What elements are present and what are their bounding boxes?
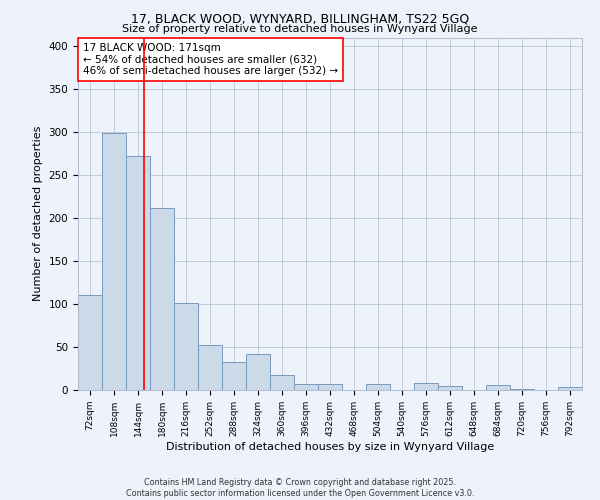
X-axis label: Distribution of detached houses by size in Wynyard Village: Distribution of detached houses by size … bbox=[166, 442, 494, 452]
Bar bbox=[271, 374, 293, 390]
Bar bbox=[199, 346, 221, 390]
Bar bbox=[127, 156, 149, 390]
Bar bbox=[151, 208, 173, 390]
Text: Size of property relative to detached houses in Wynyard Village: Size of property relative to detached ho… bbox=[122, 24, 478, 34]
Bar bbox=[487, 385, 509, 390]
Bar bbox=[319, 384, 341, 390]
Bar bbox=[79, 296, 101, 390]
Bar bbox=[367, 384, 389, 390]
Y-axis label: Number of detached properties: Number of detached properties bbox=[33, 126, 43, 302]
Bar bbox=[415, 383, 437, 390]
Bar bbox=[247, 354, 269, 390]
Text: Contains HM Land Registry data © Crown copyright and database right 2025.
Contai: Contains HM Land Registry data © Crown c… bbox=[126, 478, 474, 498]
Bar bbox=[439, 386, 461, 390]
Bar bbox=[511, 389, 533, 390]
Bar bbox=[103, 133, 125, 390]
Bar bbox=[559, 386, 581, 390]
Bar bbox=[295, 384, 317, 390]
Text: 17 BLACK WOOD: 171sqm
← 54% of detached houses are smaller (632)
46% of semi-det: 17 BLACK WOOD: 171sqm ← 54% of detached … bbox=[83, 43, 338, 76]
Bar bbox=[223, 362, 245, 390]
Text: 17, BLACK WOOD, WYNYARD, BILLINGHAM, TS22 5GQ: 17, BLACK WOOD, WYNYARD, BILLINGHAM, TS2… bbox=[131, 12, 469, 26]
Bar bbox=[175, 303, 197, 390]
